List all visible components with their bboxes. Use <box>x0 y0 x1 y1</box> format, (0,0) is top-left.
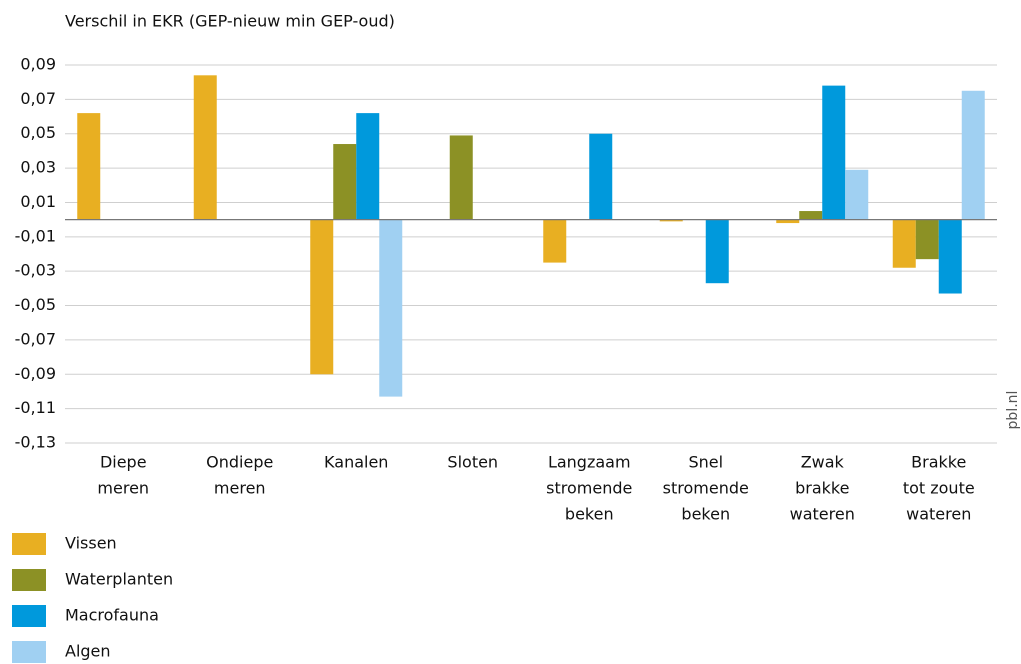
legend-label: Vissen <box>65 534 117 553</box>
y-tick-label: 0,05 <box>20 123 56 142</box>
bar <box>589 133 613 220</box>
x-tick-label: Snel <box>688 453 723 472</box>
legend-swatch <box>12 641 46 663</box>
x-tick-label: Kanalen <box>324 453 388 472</box>
x-tick-label: stromende <box>663 479 749 498</box>
bar <box>822 85 846 220</box>
x-tick-label: Diepe <box>100 453 147 472</box>
x-tick-label: tot zoute <box>903 479 975 498</box>
bar <box>845 169 869 220</box>
x-tick-label: Langzaam <box>548 453 631 472</box>
x-tick-label: brakke <box>795 479 849 498</box>
bar <box>961 90 985 220</box>
bar <box>310 219 334 375</box>
bar <box>193 75 217 220</box>
x-tick-label: meren <box>214 479 266 498</box>
y-tick-label: 0,09 <box>20 55 56 74</box>
bar <box>379 219 403 397</box>
bar <box>915 219 939 260</box>
x-tick-label: Ondiepe <box>206 453 273 472</box>
y-tick-label: -0,03 <box>15 261 56 280</box>
legend-swatch <box>12 569 46 591</box>
y-tick-label: -0,13 <box>15 433 56 452</box>
x-tick-label: Sloten <box>447 453 498 472</box>
bar <box>659 219 683 222</box>
y-tick-label: 0,07 <box>20 89 56 108</box>
y-tick-label: 0,01 <box>20 192 56 211</box>
x-tick-label: Zwak <box>801 453 845 472</box>
x-tick-label: meren <box>97 479 149 498</box>
legend-label: Algen <box>65 642 111 661</box>
x-tick-label: wateren <box>906 505 971 524</box>
chart-title: Verschil in EKR (GEP-nieuw min GEP-oud) <box>65 12 395 31</box>
x-tick-label: wateren <box>790 505 855 524</box>
bar <box>705 219 729 284</box>
bar <box>776 219 800 224</box>
bar <box>799 211 823 220</box>
bar <box>77 113 101 220</box>
bar <box>938 219 962 294</box>
legend-swatch <box>12 605 46 627</box>
bar <box>543 219 567 263</box>
y-tick-label: 0,03 <box>20 158 56 177</box>
bar <box>333 144 357 220</box>
x-tick-label: beken <box>565 505 614 524</box>
x-tick-label: beken <box>681 505 730 524</box>
y-tick-label: -0,11 <box>15 398 56 417</box>
source: pbl.nl <box>1005 391 1021 430</box>
x-tick-label: stromende <box>546 479 632 498</box>
bar <box>892 219 916 268</box>
legend-label: Waterplanten <box>65 570 173 589</box>
y-tick-label: -0,09 <box>15 364 56 383</box>
bar <box>356 113 380 220</box>
legend-label: Macrofauna <box>65 606 159 625</box>
x-tick-label: Brakke <box>911 453 966 472</box>
bar <box>449 135 473 220</box>
legend-swatch <box>12 533 46 555</box>
y-tick-label: -0,01 <box>15 226 56 245</box>
y-tick-label: -0,05 <box>15 295 56 314</box>
y-tick-label: -0,07 <box>15 329 56 348</box>
